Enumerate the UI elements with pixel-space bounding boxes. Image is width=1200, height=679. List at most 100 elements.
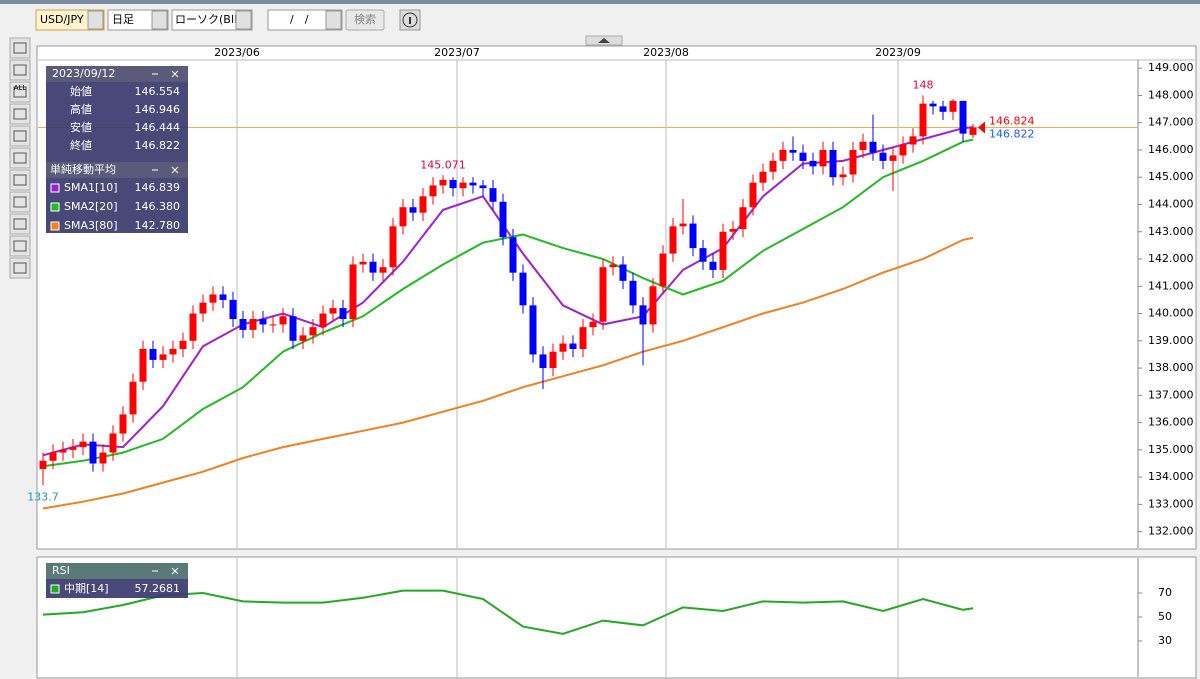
- candle-body: [459, 182, 467, 189]
- candle-body: [489, 188, 497, 202]
- tool-glyph: [13, 42, 27, 54]
- legend-swatch: [50, 584, 60, 594]
- last-label: 146.822: [989, 128, 1035, 141]
- x-tick-label: 2023/08: [643, 46, 689, 59]
- candle-body: [249, 318, 257, 330]
- tool-button[interactable]: [9, 235, 31, 257]
- candle-body: [949, 100, 957, 112]
- extreme-label: 145.071: [420, 158, 466, 171]
- candle-body: [129, 381, 137, 415]
- candle-body: [59, 449, 67, 453]
- info-header: [46, 66, 188, 82]
- y-tick-label: 149.000: [1148, 61, 1194, 74]
- tool-button[interactable]: [9, 191, 31, 213]
- symbol-box[interactable]: [35, 9, 105, 31]
- y-tick-label: 133.000: [1148, 497, 1194, 510]
- candle-body: [259, 318, 267, 325]
- legend-header: [46, 563, 188, 579]
- ohlc-value: 146.946: [135, 103, 181, 116]
- tool-button[interactable]: [9, 147, 31, 169]
- date-box[interactable]: [267, 9, 343, 31]
- x-tick-label: 2023/09: [875, 46, 921, 59]
- y-tick-label: 138.000: [1148, 361, 1194, 374]
- tool-button[interactable]: [9, 213, 31, 235]
- tool-glyph: [13, 130, 27, 142]
- candle-body: [879, 152, 887, 161]
- legend-swatch: [50, 221, 60, 231]
- ask-marker: [978, 121, 985, 134]
- tool-button[interactable]: [9, 59, 31, 81]
- candle-body: [399, 207, 407, 227]
- candle-body: [449, 179, 457, 189]
- candle-body: [899, 144, 907, 156]
- tool-glyph: [13, 64, 27, 76]
- y-tick-label: 147.000: [1148, 116, 1194, 129]
- candle-body: [629, 280, 637, 306]
- candle-body: [139, 348, 147, 382]
- rsi-panel: [36, 556, 1197, 679]
- y-tick-label: 142.000: [1148, 252, 1194, 265]
- candle-body: [519, 272, 527, 306]
- candle-body: [499, 201, 507, 238]
- y-tick-label: 140.000: [1148, 307, 1194, 320]
- y-tick-label: 135.000: [1148, 443, 1194, 456]
- dropdown[interactable]: [151, 10, 168, 30]
- candle-body: [759, 171, 767, 183]
- candle-body: [889, 155, 897, 161]
- candle-body: [179, 340, 187, 349]
- dropdown[interactable]: [325, 10, 342, 30]
- candle-body: [159, 354, 167, 360]
- candle-body: [39, 460, 47, 469]
- candle-body: [429, 185, 437, 197]
- tool-button[interactable]: [9, 125, 31, 147]
- candle-body: [969, 127, 977, 135]
- candle-body: [559, 343, 567, 352]
- tool-glyph: [13, 262, 27, 274]
- candle-body: [149, 348, 157, 360]
- legend-value: 146.380: [135, 200, 181, 213]
- candle-body: [839, 174, 847, 178]
- dropdown[interactable]: [87, 10, 104, 30]
- candle-body: [369, 261, 377, 273]
- legend-value: 146.839: [135, 181, 181, 194]
- ohlc-label: 終値: [70, 138, 92, 152]
- candle-body: [299, 335, 307, 341]
- candle-body: [289, 316, 297, 341]
- candle-body: [319, 313, 327, 328]
- candle-body: [789, 149, 797, 153]
- candle-body: [69, 447, 77, 450]
- dropdown[interactable]: [235, 10, 252, 30]
- search-button[interactable]: [345, 9, 385, 31]
- candle-body: [439, 179, 447, 186]
- candle-body: [679, 223, 687, 227]
- candle-body: [779, 149, 787, 161]
- tool-glyph: [13, 108, 27, 120]
- tool-button[interactable]: [9, 257, 31, 279]
- tool-glyph: [13, 174, 27, 186]
- tool-button[interactable]: [9, 37, 31, 59]
- ohlc-label: 始値: [70, 84, 92, 98]
- candle-body: [329, 308, 337, 314]
- candle-body: [379, 267, 387, 273]
- ohlc-value: 146.444: [135, 121, 181, 134]
- panel-control: [171, 567, 179, 575]
- search-label: 検索: [354, 12, 376, 26]
- tool-button[interactable]: [9, 169, 31, 191]
- candle-body: [599, 267, 607, 322]
- candle-body: [229, 299, 237, 319]
- y-tick-label: 70: [1158, 586, 1172, 599]
- candle-body: [539, 354, 547, 369]
- candle-body: [349, 264, 357, 319]
- chart-kind-box[interactable]: [171, 9, 253, 31]
- candle-body: [279, 316, 287, 325]
- candle-body: [109, 433, 117, 453]
- candle-body: [909, 136, 917, 145]
- extreme-label: 148: [913, 78, 934, 91]
- tool-button[interactable]: [9, 103, 31, 125]
- top-bar: [0, 0, 1200, 4]
- candle-body: [819, 149, 827, 167]
- price-panel: [36, 45, 1197, 550]
- candle-body: [269, 324, 277, 326]
- candle-body: [89, 441, 97, 464]
- ohlc-value: 146.554: [135, 85, 181, 98]
